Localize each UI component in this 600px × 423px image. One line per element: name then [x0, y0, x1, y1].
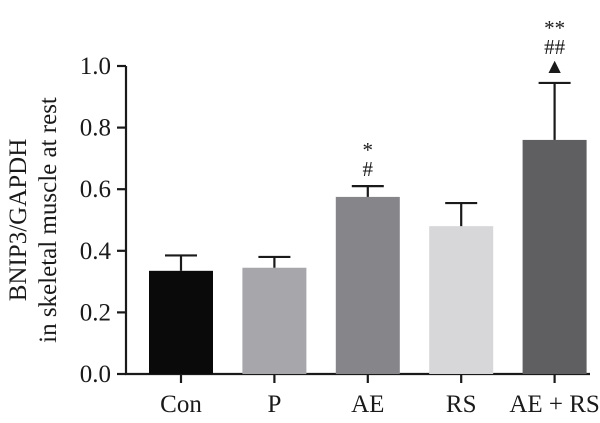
bar	[149, 270, 213, 374]
x-tick-label: Con	[160, 391, 202, 418]
significance-mark: #	[363, 157, 374, 181]
y-axis-title-line: BNIP3/GAPDH	[5, 139, 32, 302]
x-tick-label: P	[267, 391, 281, 418]
y-tick-label: 0.4	[80, 238, 112, 265]
axes: 0.0 0.2 0.4 0.6 0.8 1.0 Con P AE RS AE + RS	[80, 53, 600, 418]
y-axis-title: BNIP3/GAPDH in skeletal muscle at rest	[5, 97, 62, 343]
y-tick-label: 0.6	[80, 176, 111, 203]
significance-mark: ##	[544, 35, 566, 59]
bar	[242, 267, 307, 374]
bars	[149, 139, 587, 374]
y-tick-label: 1.0	[80, 53, 111, 80]
y-tick-label: 0.0	[80, 361, 111, 388]
significance-mark: **	[544, 16, 565, 40]
significance-marks: #* ▲##**	[363, 16, 566, 181]
x-tick-label: AE	[351, 391, 384, 418]
y-axis-title-line: in skeletal muscle at rest	[35, 97, 62, 343]
bar	[429, 226, 494, 374]
bar	[335, 196, 400, 374]
x-tick-label: RS	[446, 391, 477, 418]
error-bars	[165, 81, 571, 271]
y-tick-label: 0.2	[80, 299, 111, 326]
x-tick-label: AE + RS	[509, 391, 600, 418]
y-tick-label: 0.8	[80, 115, 111, 142]
significance-mark: ▲	[544, 54, 565, 78]
bar	[522, 139, 587, 374]
significance-mark: *	[363, 138, 374, 162]
